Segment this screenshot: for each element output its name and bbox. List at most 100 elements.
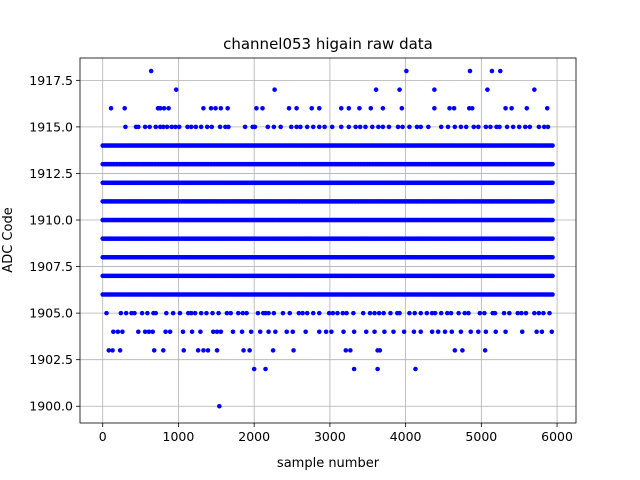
data-point	[485, 87, 490, 92]
data-point	[397, 310, 402, 316]
data-point	[438, 124, 444, 130]
data-point	[272, 87, 277, 92]
data-point	[348, 348, 353, 353]
data-point	[435, 329, 441, 335]
data-point	[323, 329, 329, 335]
data-point	[242, 124, 248, 130]
data-point	[217, 124, 223, 130]
data-point	[296, 310, 302, 316]
data-point	[252, 124, 258, 130]
data-point	[515, 310, 520, 316]
data-point	[310, 124, 316, 130]
data-point	[106, 348, 112, 353]
data-point	[290, 329, 296, 335]
data-point	[424, 310, 430, 316]
y-tick-label: 1915.0	[29, 119, 73, 134]
data-point	[273, 329, 278, 335]
data-point	[483, 124, 489, 130]
data-point	[524, 105, 530, 111]
data-point	[522, 124, 528, 130]
data-point	[549, 329, 555, 335]
data-point	[248, 329, 254, 335]
data-point	[449, 329, 455, 335]
data-point	[413, 366, 418, 372]
data-point	[376, 310, 382, 316]
data-point	[550, 217, 555, 223]
data-point	[147, 124, 152, 130]
data-point	[357, 124, 363, 130]
data-point	[488, 124, 493, 130]
data-point	[288, 124, 294, 130]
data-point	[458, 329, 464, 335]
data-point	[482, 348, 488, 353]
data-point	[368, 105, 374, 111]
data-point	[164, 124, 170, 130]
data-point	[204, 124, 210, 130]
data-point	[547, 310, 552, 316]
data-point	[142, 124, 148, 130]
data-point	[198, 124, 204, 130]
data-point	[338, 105, 344, 111]
data-point	[467, 68, 473, 74]
data-point	[224, 310, 230, 316]
data-point	[198, 310, 204, 316]
data-point	[407, 310, 412, 316]
data-point	[322, 124, 327, 130]
data-point	[468, 329, 474, 335]
data-point	[482, 310, 487, 316]
data-point	[205, 348, 211, 353]
data-point	[146, 329, 152, 335]
data-point	[460, 348, 465, 353]
data-point	[532, 87, 537, 92]
data-point	[346, 105, 352, 111]
data-point	[432, 87, 437, 92]
data-point	[192, 310, 198, 316]
data-point	[451, 105, 457, 111]
data-point	[527, 124, 533, 130]
data-point	[153, 124, 159, 130]
x-tick-label: 2000	[238, 429, 270, 444]
data-point	[550, 143, 555, 148]
data-point	[173, 87, 179, 92]
data-point	[386, 124, 392, 130]
data-point	[388, 310, 393, 316]
data-point	[235, 310, 241, 316]
data-point	[214, 329, 220, 335]
data-point	[516, 124, 522, 130]
data-point	[469, 105, 475, 111]
data-point	[372, 329, 377, 335]
data-point	[157, 105, 163, 111]
y-tick-label: 1910.0	[29, 213, 73, 228]
data-point	[411, 329, 417, 335]
data-point	[251, 366, 257, 372]
data-point	[185, 124, 190, 130]
data-point	[195, 348, 201, 353]
data-point	[476, 329, 481, 335]
data-point	[376, 124, 381, 130]
y-axis: 1900.0 1902.5 1905.0 1907.5 1910.0 1912.5 1915…	[29, 73, 80, 414]
data-point	[400, 124, 405, 130]
data-point	[160, 348, 166, 353]
data-point	[181, 348, 187, 353]
data-point	[534, 329, 539, 335]
data-point	[432, 310, 438, 316]
data-point	[429, 329, 435, 335]
data-point	[263, 366, 268, 372]
data-point	[442, 329, 448, 335]
data-point	[497, 124, 502, 130]
data-point	[239, 329, 245, 335]
data-point	[209, 124, 215, 130]
data-point	[448, 310, 454, 316]
chart-title: channel053 higain raw data	[223, 35, 433, 53]
data-point	[310, 310, 316, 316]
y-tick-label: 1902.5	[29, 352, 73, 367]
data-point	[335, 310, 340, 316]
data-point	[170, 310, 176, 316]
data-point	[483, 329, 489, 335]
data-point	[338, 124, 344, 130]
data-point	[161, 105, 167, 111]
data-point	[510, 124, 516, 130]
data-point	[270, 348, 276, 353]
data-point	[476, 124, 481, 130]
